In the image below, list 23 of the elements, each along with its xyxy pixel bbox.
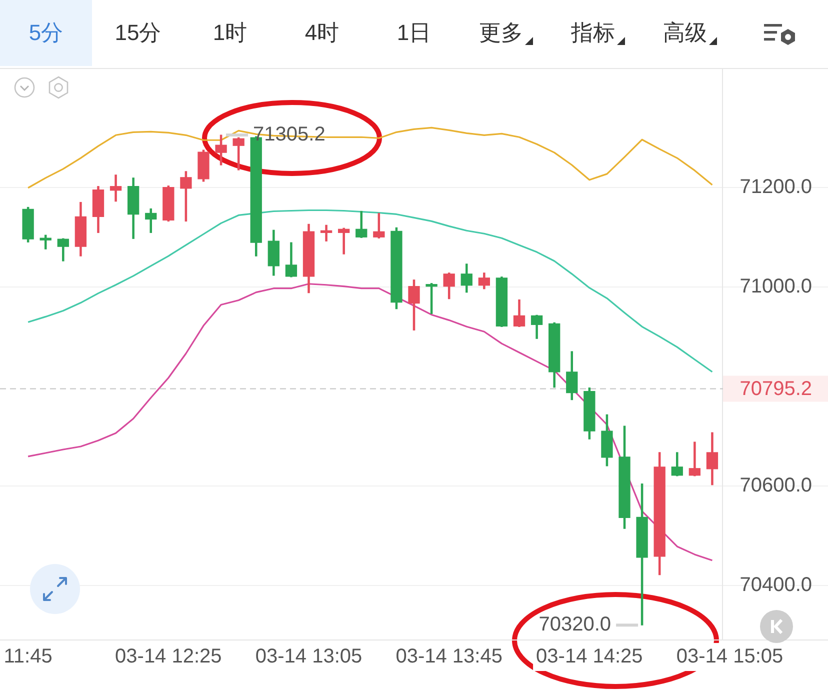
x-tick-label: 03-14 12:25 (115, 646, 222, 668)
text: 指标 (571, 19, 615, 47)
text: 1时 (212, 19, 248, 47)
y-tick-label: 70600.0 (740, 474, 812, 496)
x-tick-label: 03-14 14:25 (536, 646, 643, 668)
text: 高级 (663, 19, 707, 47)
annotation: 70320.0 (538, 614, 612, 636)
y-tick-label: 70400.0 (740, 574, 812, 596)
ref-line-label: 70795.2 (740, 378, 812, 400)
x-tick-label: 03-14 15:05 (676, 646, 784, 668)
text: 更多 (479, 19, 523, 47)
text: 1日 (396, 19, 432, 47)
y-tick-label: 71200.0 (740, 176, 812, 198)
text: 4时 (304, 19, 340, 47)
text: 5分 (28, 19, 64, 47)
text: 15分 (114, 19, 162, 47)
x-tick-label: 11:45 (4, 646, 52, 668)
candlestick (338, 228, 350, 254)
candlestick (320, 224, 332, 242)
x-tick-label: 03-14 13:45 (396, 646, 502, 668)
candlestick (110, 174, 122, 202)
y-tick-label: 71000.0 (740, 275, 812, 298)
x-tick-label: 03-14 13:05 (255, 646, 362, 668)
